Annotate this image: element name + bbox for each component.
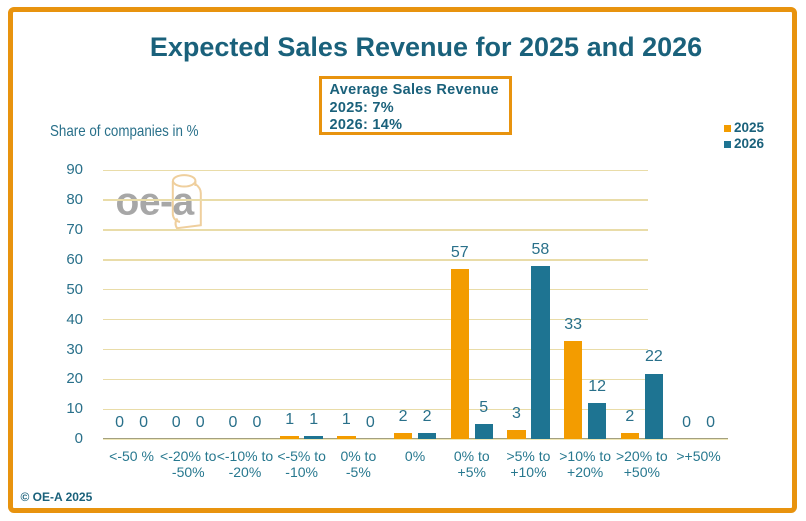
svg-text:oe-a: oe-a <box>116 181 195 224</box>
